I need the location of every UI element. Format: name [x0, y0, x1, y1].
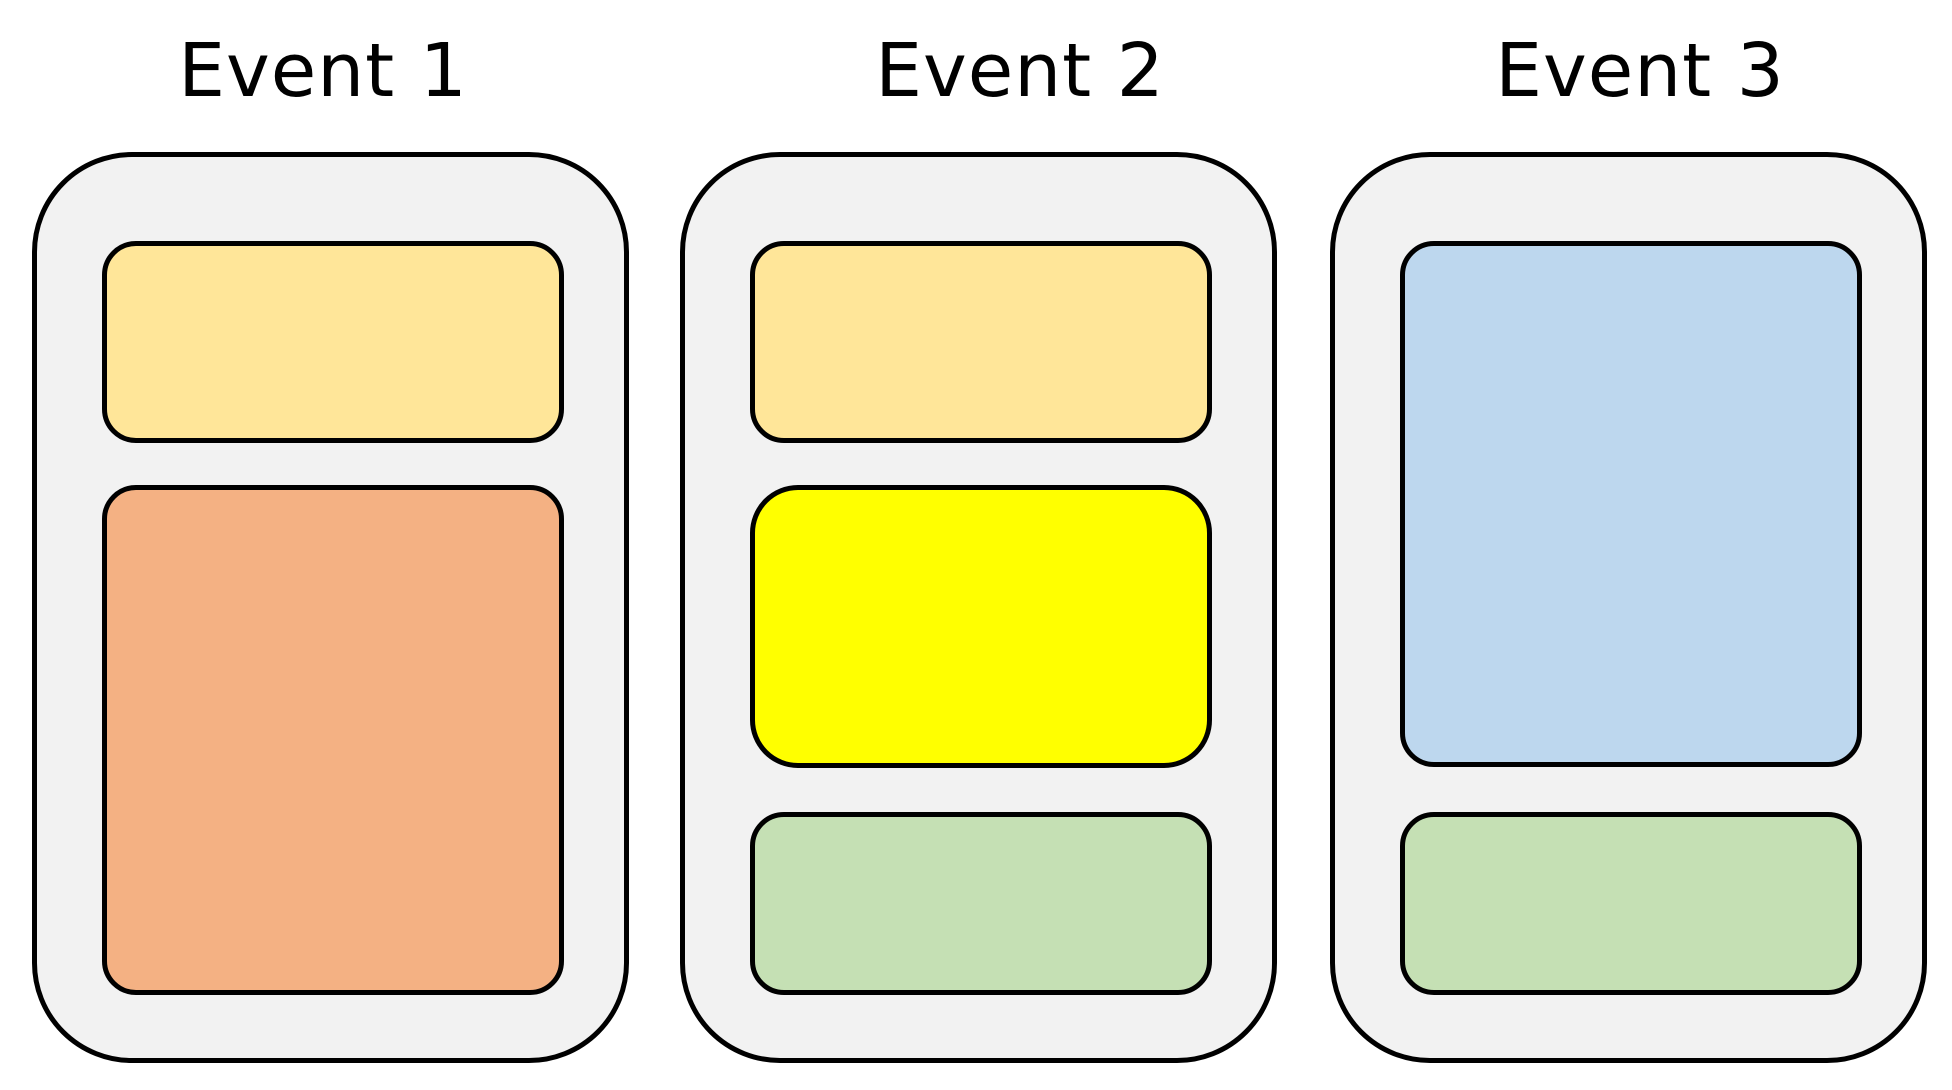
event-3-block-2	[1400, 812, 1862, 995]
event-3-title: Event 3	[1495, 28, 1785, 114]
event-2-title: Event 2	[875, 28, 1165, 114]
event-2-panel	[680, 152, 1277, 1063]
event-1-block-2	[102, 485, 564, 995]
event-1-block-1	[102, 241, 564, 443]
event-2-block-1	[750, 241, 1212, 443]
event-2-block-2	[750, 485, 1212, 768]
event-3-panel	[1330, 152, 1927, 1063]
event-2-block-3	[750, 812, 1212, 995]
event-3-block-1	[1400, 241, 1862, 767]
event-1-title: Event 1	[178, 28, 468, 114]
event-1-panel	[32, 152, 629, 1063]
